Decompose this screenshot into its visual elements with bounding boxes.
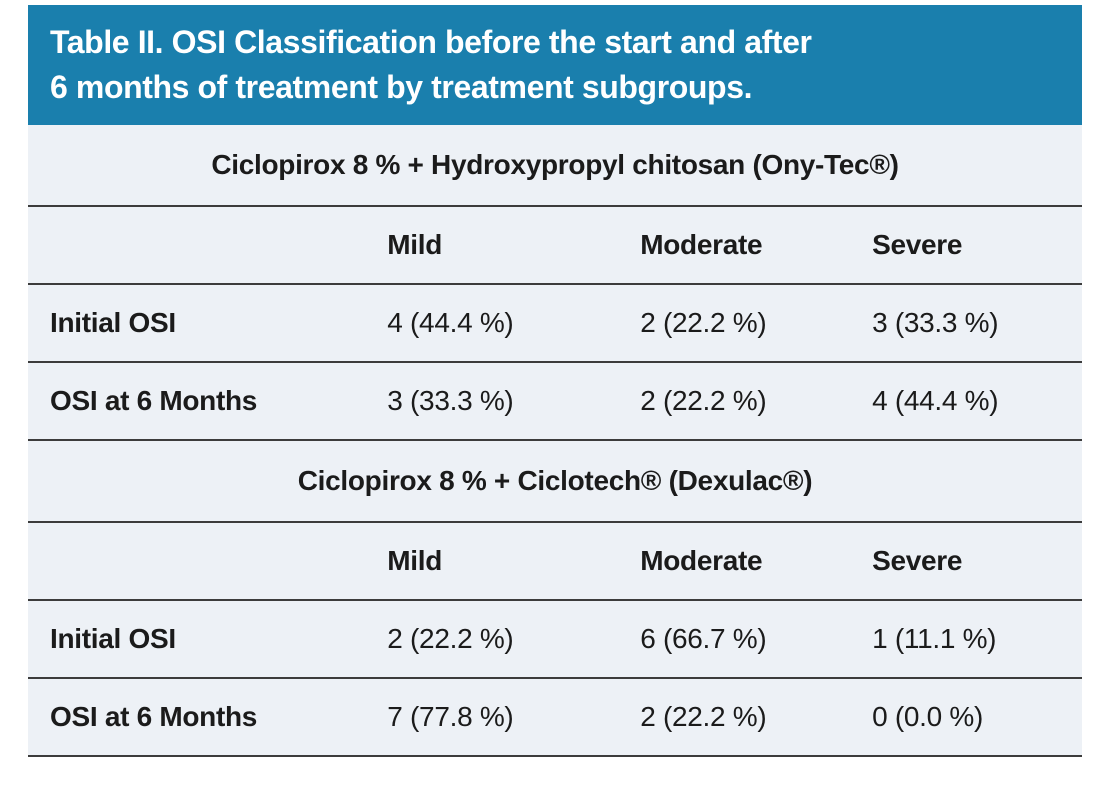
row-label-initial-osi: Initial OSI	[50, 307, 176, 338]
row-label-osi-6-months: OSI at 6 Months	[50, 385, 258, 416]
row-label-osi-6-months: OSI at 6 Months	[50, 701, 258, 732]
section-1-title: Ciclopirox 8 % + Hydroxypropyl chitosan …	[211, 149, 899, 180]
table-cell: 7 (77.8 %)	[387, 701, 514, 732]
row-label-initial-osi: Initial OSI	[50, 623, 176, 654]
column-header-moderate: Moderate	[640, 545, 763, 576]
table-cell: 0 (0.0 %)	[872, 701, 983, 732]
table-cell: 3 (33.3 %)	[872, 307, 999, 338]
table-row: OSI at 6 Months 3 (33.3 %) 2 (22.2 %) 4 …	[28, 362, 1082, 440]
column-header-moderate: Moderate	[640, 229, 763, 260]
table-cell: 4 (44.4 %)	[387, 307, 514, 338]
column-header-mild: Mild	[387, 545, 443, 576]
column-header-empty	[28, 206, 365, 284]
table-cell: 4 (44.4 %)	[872, 385, 999, 416]
table-cell: 6 (66.7 %)	[640, 623, 767, 654]
column-header-empty	[28, 522, 365, 600]
osi-table: Ciclopirox 8 % + Hydroxypropyl chitosan …	[28, 125, 1082, 757]
table-cell: 2 (22.2 %)	[640, 385, 767, 416]
section-title-row: Ciclopirox 8 % + Hydroxypropyl chitosan …	[28, 125, 1082, 206]
column-header-row: Mild Moderate Severe	[28, 206, 1082, 284]
table-row: Initial OSI 2 (22.2 %) 6 (66.7 %) 1 (11.…	[28, 600, 1082, 678]
table-title-bar: Table II. OSI Classification before the …	[28, 5, 1082, 125]
table-row: OSI at 6 Months 7 (77.8 %) 2 (22.2 %) 0 …	[28, 678, 1082, 756]
column-header-mild: Mild	[387, 229, 443, 260]
table-cell: 2 (22.2 %)	[387, 623, 514, 654]
table-title-line2: 6 months of treatment by treatment subgr…	[50, 69, 753, 105]
table-cell: 2 (22.2 %)	[640, 307, 767, 338]
column-header-row: Mild Moderate Severe	[28, 522, 1082, 600]
table-title-line1: Table II. OSI Classification before the …	[50, 24, 812, 60]
column-header-severe: Severe	[872, 545, 963, 576]
section-title-row: Ciclopirox 8 % + Ciclotech® (Dexulac®)	[28, 440, 1082, 522]
section-2-title: Ciclopirox 8 % + Ciclotech® (Dexulac®)	[297, 465, 813, 496]
column-header-severe: Severe	[872, 229, 963, 260]
table-row: Initial OSI 4 (44.4 %) 2 (22.2 %) 3 (33.…	[28, 284, 1082, 362]
table-cell: 1 (11.1 %)	[872, 623, 997, 654]
table-cell: 2 (22.2 %)	[640, 701, 767, 732]
table-cell: 3 (33.3 %)	[387, 385, 514, 416]
